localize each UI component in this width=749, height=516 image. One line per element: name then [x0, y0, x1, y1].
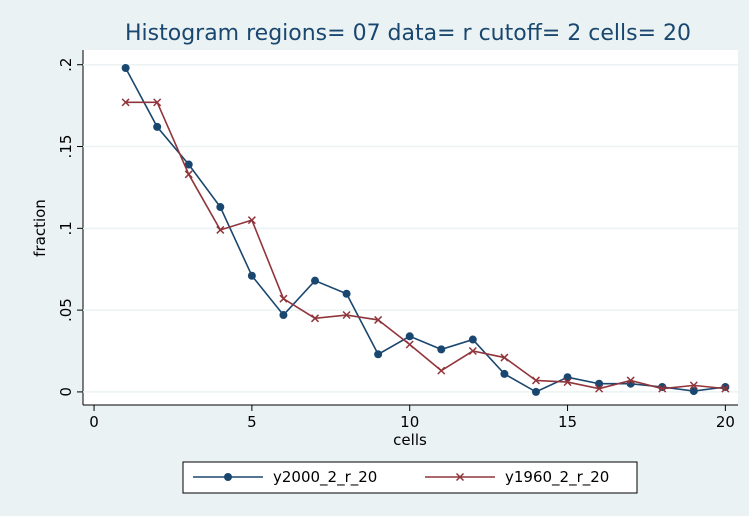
marker	[311, 276, 320, 285]
marker	[279, 294, 288, 303]
y-tick-label: 0	[57, 387, 75, 397]
marker	[121, 98, 130, 107]
marker	[153, 122, 162, 131]
marker	[405, 332, 414, 341]
marker	[216, 203, 225, 212]
marker	[626, 376, 635, 385]
x-tick-label: 20	[716, 413, 735, 431]
marker	[721, 384, 730, 393]
marker	[374, 350, 383, 359]
legend-marker	[224, 473, 232, 481]
marker	[595, 384, 604, 393]
marker	[374, 315, 383, 324]
y-tick-label: .05	[57, 298, 75, 322]
x-axis-label: cells	[393, 431, 427, 449]
marker	[531, 387, 540, 396]
marker	[247, 216, 256, 225]
y-axis-label: fraction	[31, 199, 49, 257]
marker	[342, 310, 351, 320]
marker	[247, 271, 256, 280]
legend-marker	[455, 472, 465, 482]
marker	[437, 366, 446, 375]
legend-label: y1960_2_r_20	[505, 468, 609, 487]
chart-title: Histogram regions= 07 data= r cutoff= 2 …	[125, 21, 691, 46]
series-line	[125, 101, 726, 390]
marker	[342, 289, 351, 298]
marker	[468, 335, 477, 344]
plot-area	[83, 50, 738, 405]
x-tick-label: 5	[247, 413, 257, 431]
marker	[153, 98, 162, 107]
series-line	[124, 67, 726, 393]
x-tick-label: 10	[400, 413, 419, 431]
x-tick-label: 15	[558, 413, 577, 431]
marker	[563, 378, 572, 387]
marker	[531, 376, 541, 385]
marker	[121, 63, 130, 72]
marker	[721, 383, 730, 392]
marker	[689, 381, 698, 390]
marker	[500, 353, 509, 362]
x-tick-label: 0	[89, 413, 99, 431]
y-tick-label: .2	[57, 58, 75, 72]
legend-label: y2000_2_r_20	[273, 468, 377, 487]
marker	[216, 225, 225, 234]
y-tick-label: .15	[57, 135, 75, 159]
marker	[689, 387, 698, 396]
marker	[658, 384, 667, 393]
marker	[184, 160, 193, 169]
marker	[405, 340, 414, 349]
marker	[310, 314, 320, 323]
marker	[500, 369, 509, 378]
marker	[468, 346, 477, 356]
marker	[437, 345, 446, 354]
y-tick-label: .1	[57, 221, 75, 235]
marker	[658, 383, 667, 392]
marker	[184, 170, 193, 179]
marker	[279, 311, 288, 320]
